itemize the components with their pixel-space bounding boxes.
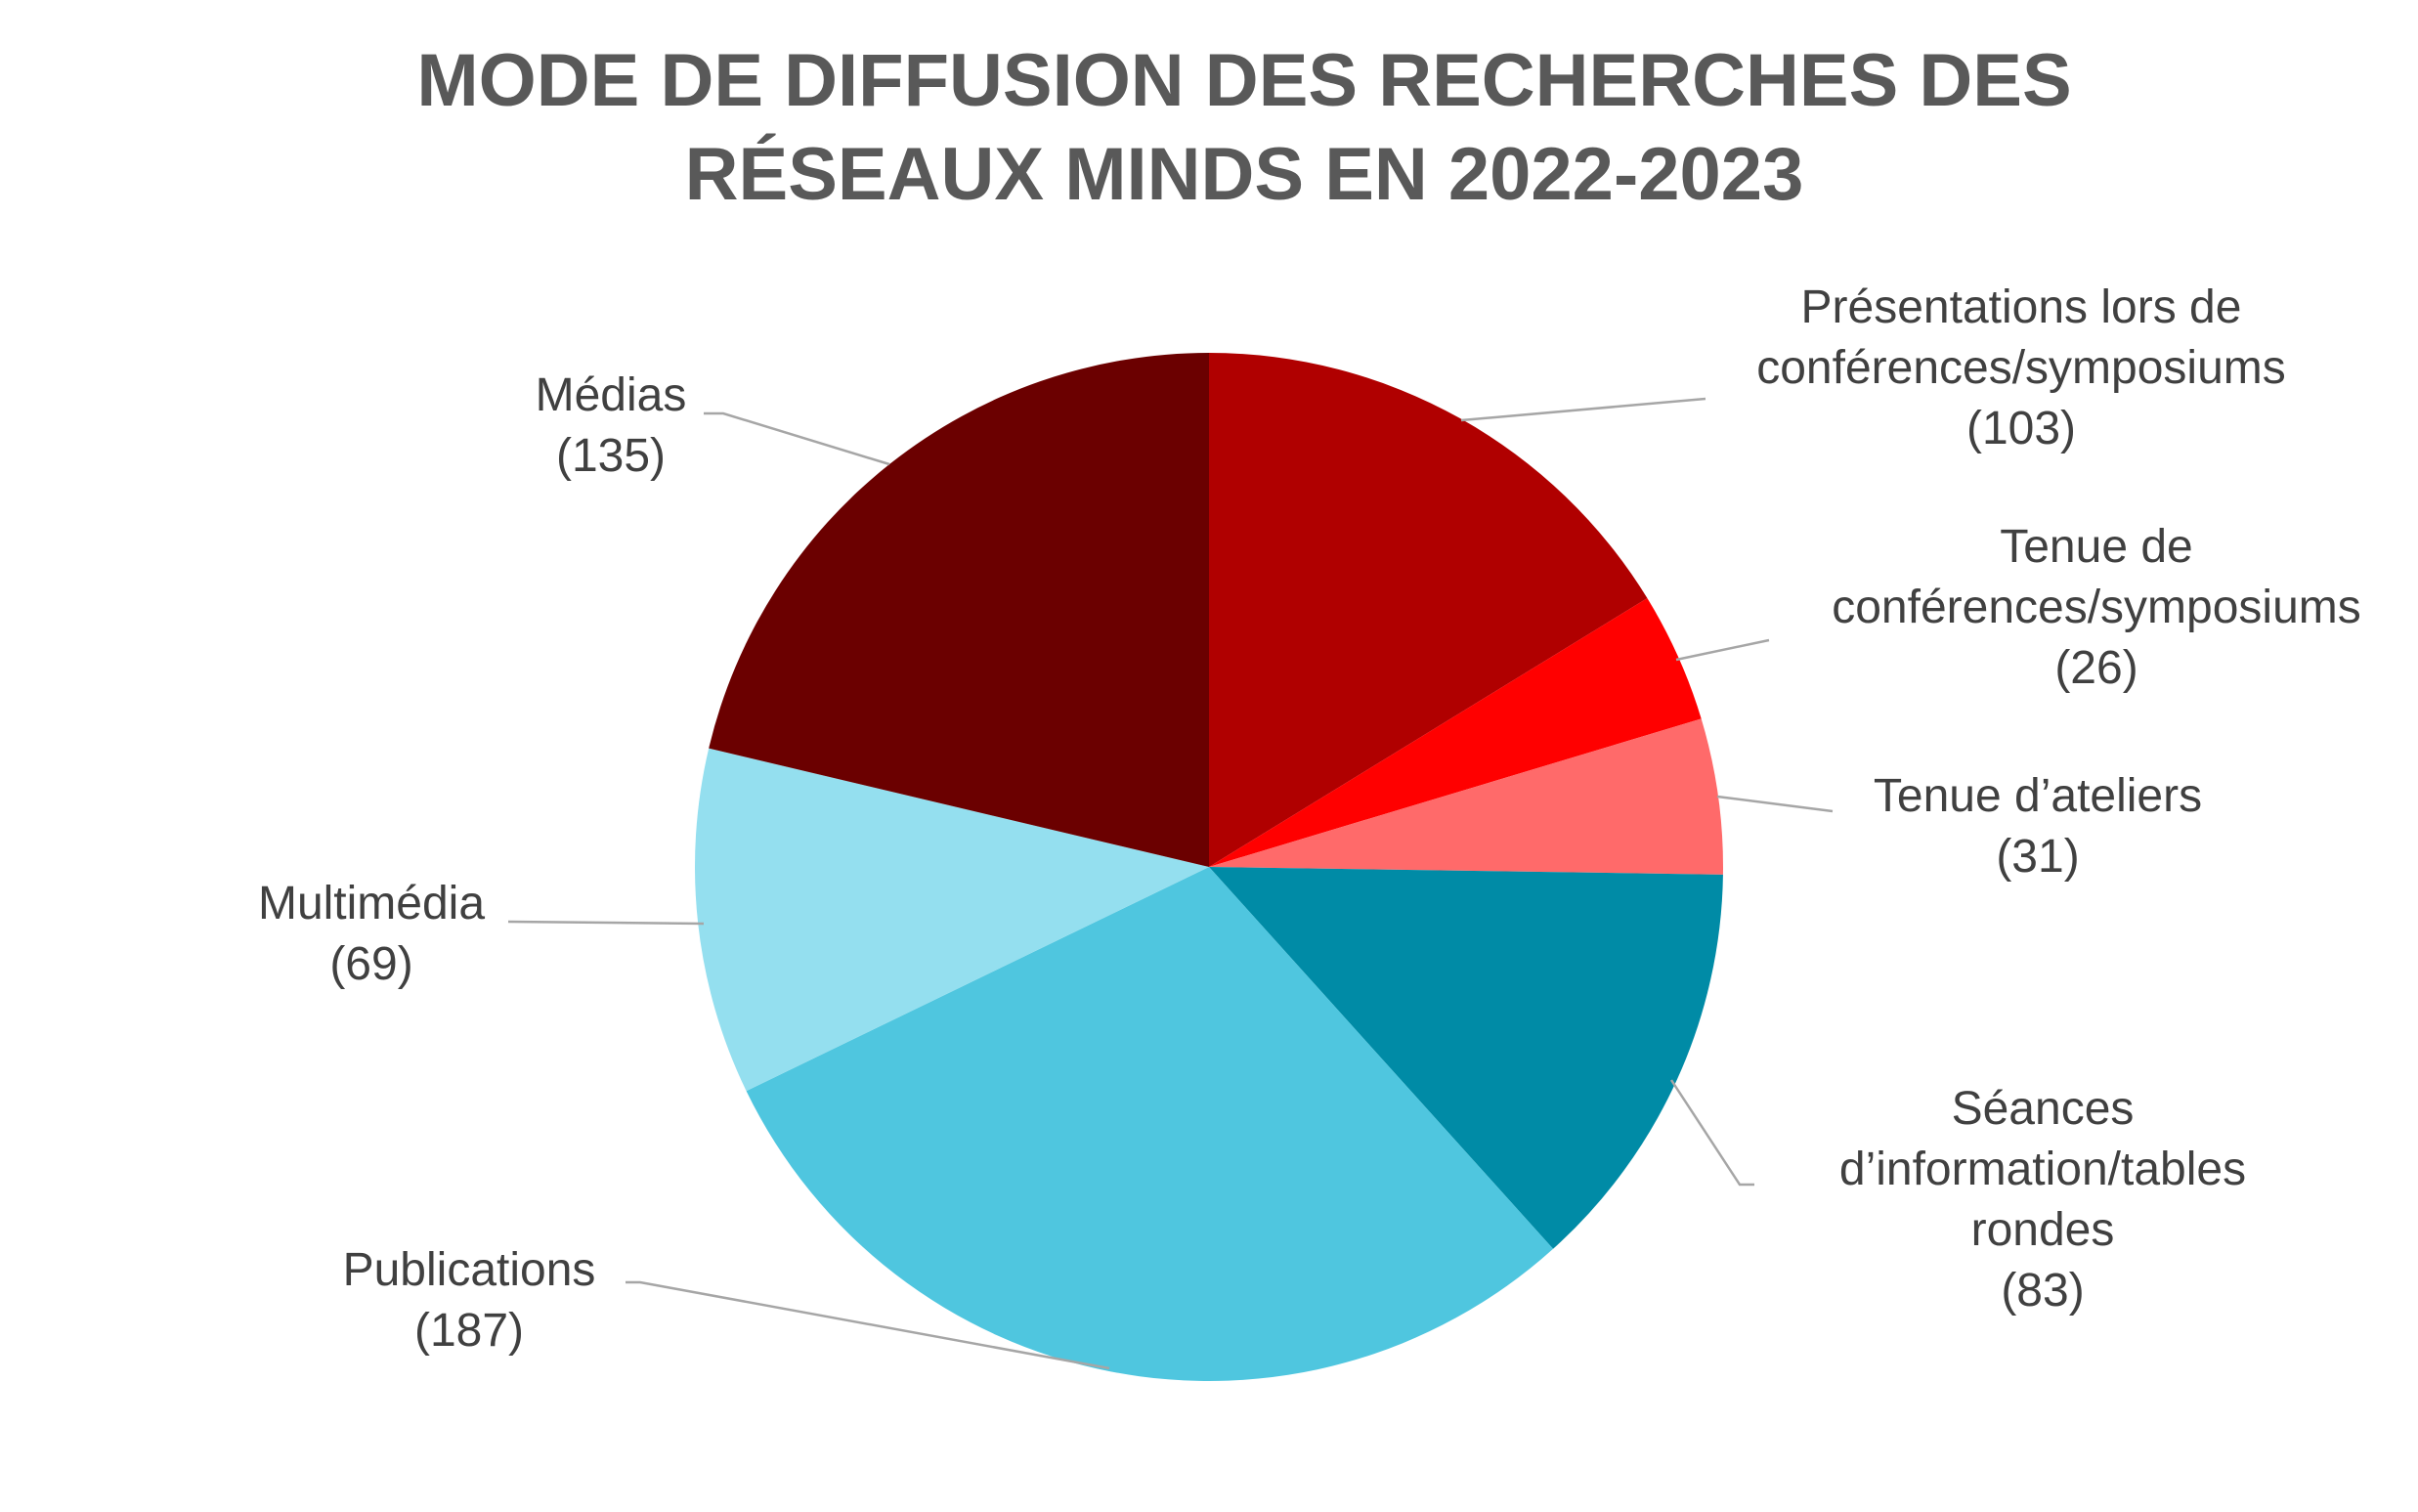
slice-labels: Présentations lors de conférences/symposi… — [258, 281, 2361, 1357]
pie-slice-medias — [709, 353, 1209, 867]
data-label-value: (83) — [2001, 1265, 2084, 1317]
data-label-seances-d-information-tables-rondes: Séances d’information/tables rondes (83) — [1839, 1083, 2246, 1317]
data-label-name: Publications — [343, 1244, 596, 1296]
data-label-multimedia: Multimédia (69) — [258, 878, 485, 990]
data-label-value: (69) — [329, 938, 412, 990]
data-label-name: rondes — [1971, 1204, 2115, 1256]
data-label-name: Tenue d’ateliers — [1874, 770, 2202, 822]
data-label-name: Présentations lors de — [1801, 281, 2242, 333]
leader-lines — [507, 397, 1834, 1370]
data-label-medias: Médias (135) — [536, 369, 687, 482]
pie-slices — [695, 353, 1723, 1381]
pie-slice-tenue-d-ateliers — [1209, 718, 1723, 875]
data-label-publications: Publications (187) — [343, 1244, 596, 1357]
leader-line-seances-d-information-tables-rondes — [1669, 1079, 1754, 1187]
leader-line-tenue-de-conferences-symposiums — [1675, 638, 1770, 662]
data-label-presentations-lors-de-conferences-symposiums: Présentations lors de conférences/symposi… — [1756, 281, 2286, 454]
data-label-value: (31) — [1996, 831, 2079, 883]
data-label-name: conférences/symposiums — [1756, 342, 2286, 394]
data-label-name: conférences/symposiums — [1832, 582, 2361, 633]
data-label-value: (135) — [556, 430, 666, 482]
data-label-name: Séances — [1952, 1083, 2135, 1135]
leader-line-tenue-d-ateliers — [1716, 795, 1834, 813]
leader-line-medias — [704, 411, 890, 466]
data-label-tenue-d-ateliers: Tenue d’ateliers (31) — [1874, 770, 2202, 883]
pie-slice-tenue-de-conferences-symposiums — [1209, 598, 1702, 867]
data-label-value: (26) — [2054, 642, 2137, 694]
chart-title-line-2: RÉSEAUX MINDS EN 2022-2023 — [685, 133, 1804, 216]
chart-title-line-1: MODE DE DIFFUSION DES RECHERCHES DES — [416, 39, 2071, 122]
data-label-name: Médias — [536, 369, 687, 421]
leader-line-multimedia — [507, 920, 705, 926]
leader-line-presentations-lors-de-conferences-symposiums — [1460, 397, 1706, 422]
data-label-name: Tenue de — [2000, 521, 2193, 573]
leader-line-publications — [626, 1280, 1110, 1370]
pie-slice-presentations-lors-de-conferences-symposiums — [1209, 353, 1648, 867]
data-label-tenue-de-conferences-symposiums: Tenue de conférences/symposiums (26) — [1832, 521, 2361, 694]
data-label-name: Multimédia — [258, 878, 485, 929]
data-label-value: (103) — [1966, 403, 2076, 454]
pie-slice-seances-d-information-tables-rondes — [1209, 867, 1723, 1249]
pie-slice-multimedia — [695, 748, 1209, 1092]
data-label-name: d’information/tables — [1839, 1144, 2246, 1195]
pie-slice-publications — [746, 867, 1554, 1381]
data-label-value: (187) — [414, 1305, 524, 1357]
